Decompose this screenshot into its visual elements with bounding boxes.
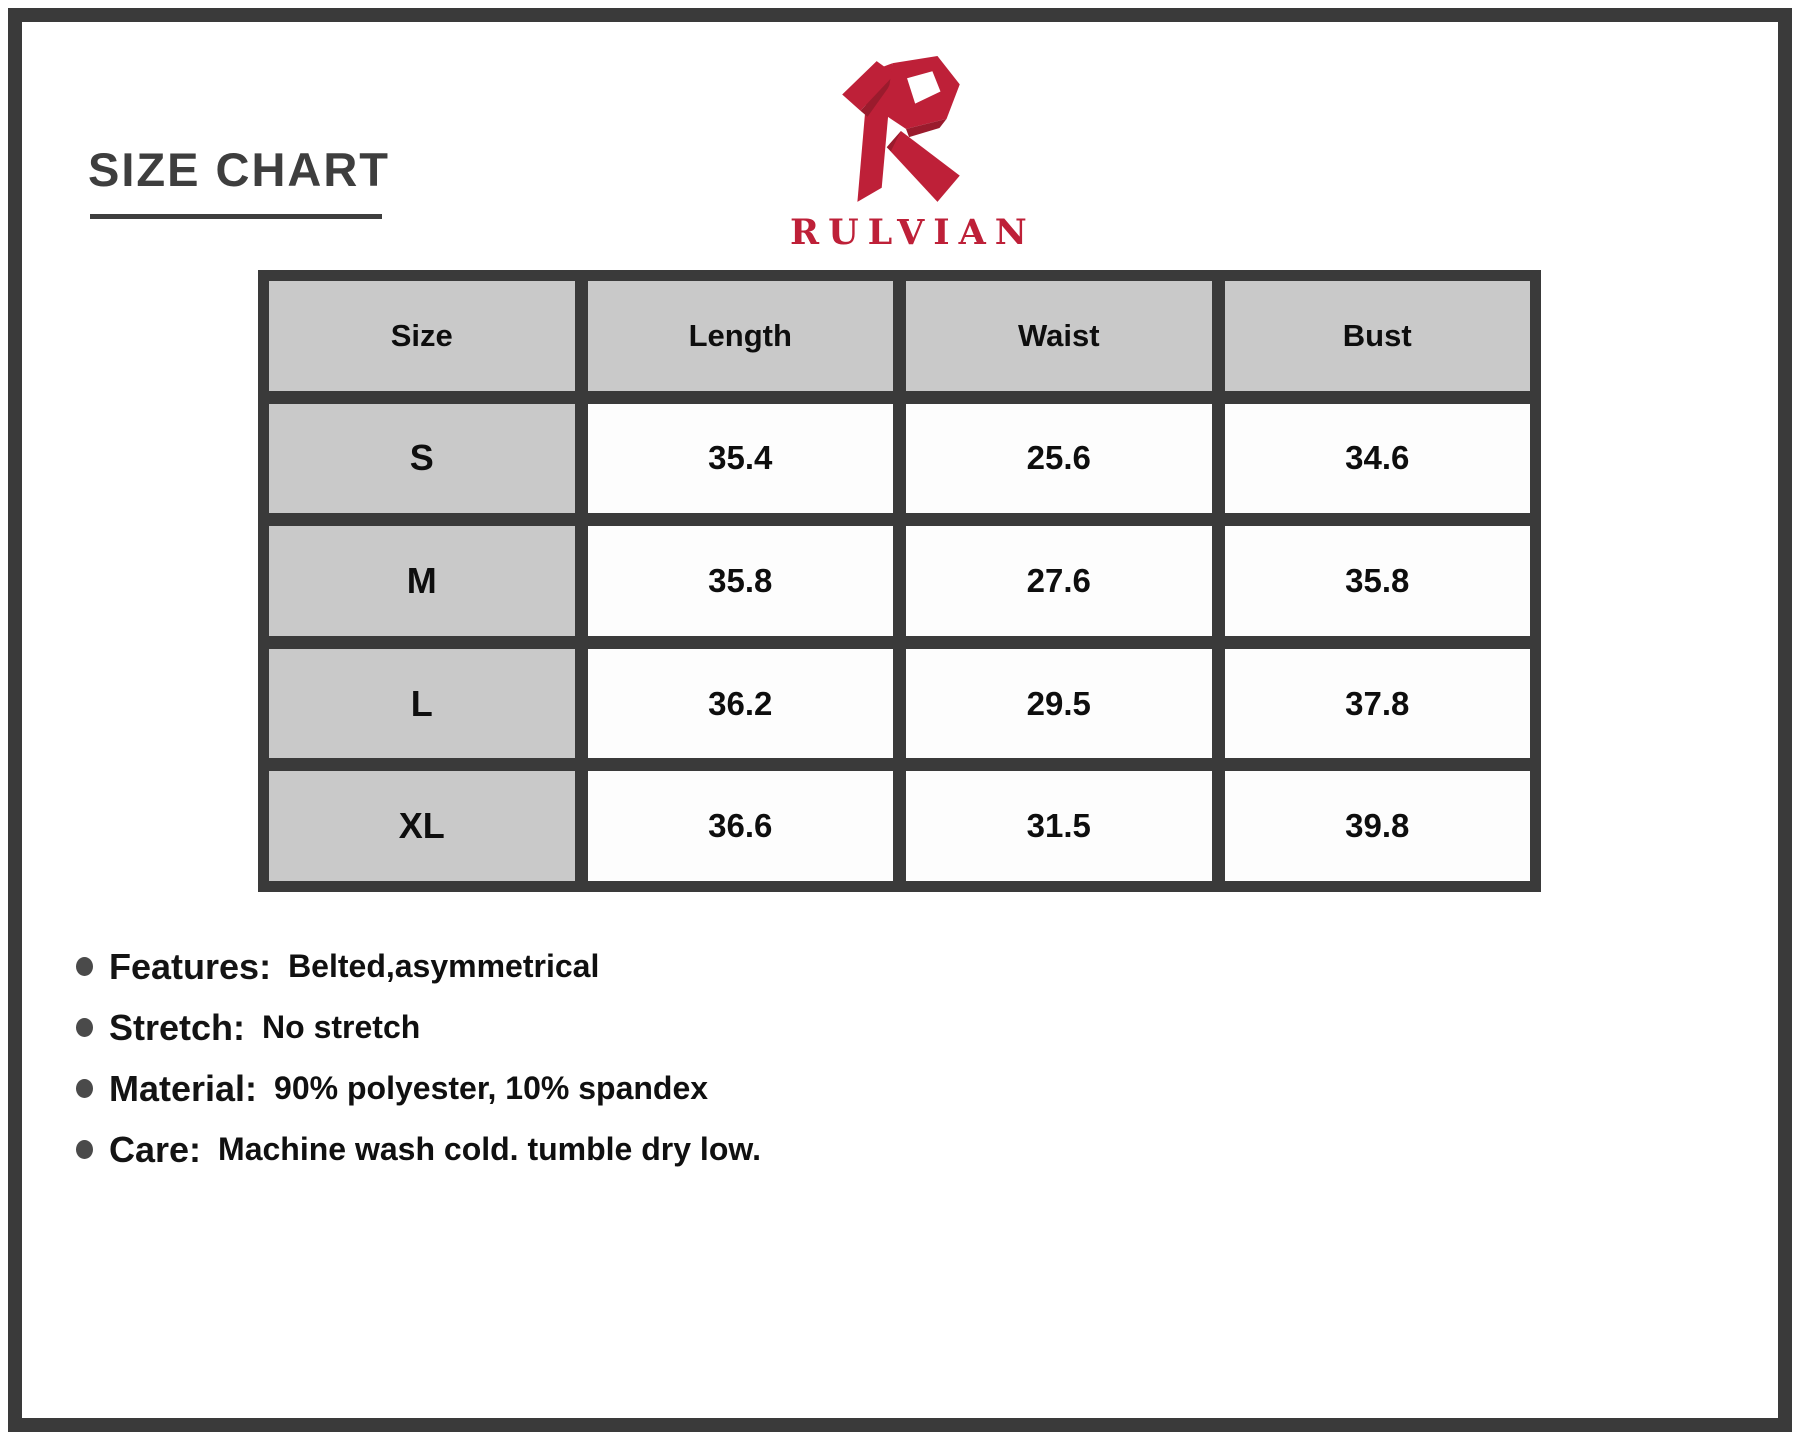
bust-value-l: 37.8: [1224, 648, 1530, 759]
size-table: Size Length Waist Bust S 35.4 25.6 34.6 …: [258, 270, 1541, 892]
bullet-dot-icon: [76, 1079, 93, 1098]
bust-value-xl: 39.8: [1224, 771, 1530, 881]
detail-label: Stretch:: [109, 1006, 246, 1048]
length-value-l: 36.2: [587, 648, 893, 759]
length-value-xl: 36.6: [587, 771, 893, 881]
bust-value-m: 35.8: [1224, 526, 1530, 636]
angular-r-monogram-icon: [842, 56, 960, 202]
bullet-dot-icon: [76, 1018, 93, 1037]
column-header-bust: Bust: [1224, 281, 1530, 391]
column-header-length: Length: [587, 281, 893, 391]
size-label-m: M: [269, 526, 575, 636]
size-label-l: L: [269, 648, 575, 759]
detail-value: Belted,asymmetrical: [288, 948, 600, 984]
length-value-s: 35.4: [587, 403, 893, 514]
title-underline: [90, 214, 382, 219]
product-details-list: Features: Belted,asymmetrical Stretch: N…: [76, 936, 761, 1180]
list-item-material: Material: 90% polyester, 10% spandex: [76, 1058, 761, 1119]
size-label-xl: XL: [269, 771, 575, 881]
detail-label: Care:: [109, 1128, 202, 1170]
waist-value-xl: 31.5: [906, 771, 1212, 881]
size-label-s: S: [269, 403, 575, 514]
detail-value: No stretch: [262, 1009, 421, 1045]
bust-value-s: 34.6: [1224, 403, 1530, 514]
list-item-care: Care: Machine wash cold. tumble dry low.: [76, 1119, 761, 1180]
detail-value: 90% polyester, 10% spandex: [274, 1070, 709, 1106]
bullet-dot-icon: [76, 1140, 93, 1159]
detail-value: Machine wash cold. tumble dry low.: [218, 1131, 761, 1167]
length-value-m: 35.8: [587, 526, 893, 636]
detail-label: Material:: [109, 1067, 258, 1109]
column-header-size: Size: [269, 281, 575, 391]
detail-label: Features:: [109, 945, 272, 987]
waist-value-m: 27.6: [906, 526, 1212, 636]
brand-wordmark: RULVIAN: [790, 212, 1036, 253]
waist-value-l: 29.5: [906, 648, 1212, 759]
waist-value-s: 25.6: [906, 403, 1212, 514]
bullet-dot-icon: [76, 957, 93, 976]
column-header-waist: Waist: [906, 281, 1212, 391]
list-item-stretch: Stretch: No stretch: [76, 997, 761, 1058]
brand-block: RULVIAN: [781, 56, 1036, 253]
page-title: SIZE CHART: [88, 143, 390, 196]
list-item-features: Features: Belted,asymmetrical: [76, 936, 761, 997]
